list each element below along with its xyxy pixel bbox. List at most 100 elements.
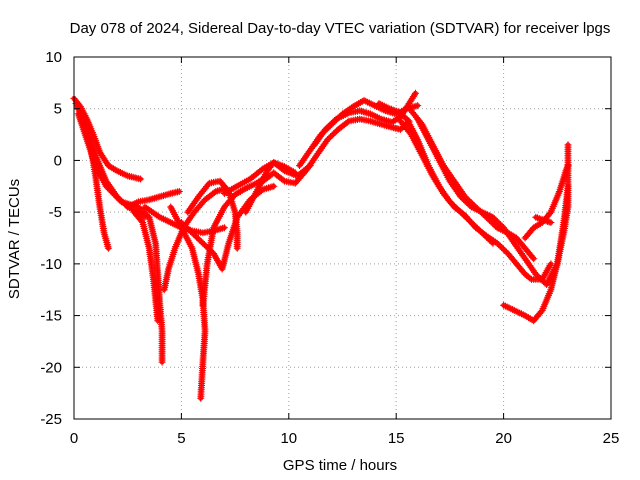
- data-point: [540, 278, 547, 286]
- data-point: [494, 218, 501, 226]
- data-point: [414, 102, 422, 110]
- data-point: [228, 185, 235, 193]
- data-point: [191, 232, 199, 240]
- data-point: [499, 245, 507, 253]
- x-tick-label: 20: [495, 430, 512, 447]
- data-point: [543, 281, 551, 288]
- data-point: [93, 165, 101, 173]
- data-point: [324, 122, 332, 130]
- data-point: [501, 247, 509, 255]
- data-point: [137, 175, 145, 183]
- data-point: [122, 171, 130, 179]
- data-point: [126, 202, 133, 210]
- data-point: [163, 217, 171, 225]
- data-point: [175, 188, 183, 195]
- data-point: [535, 215, 543, 223]
- data-point: [518, 310, 525, 318]
- data-point: [343, 110, 351, 118]
- data-point: [535, 273, 543, 281]
- data-point: [408, 133, 416, 140]
- data-point: [114, 195, 122, 203]
- data-point: [142, 210, 150, 218]
- x-tick-label: 15: [388, 430, 405, 447]
- data-point: [364, 98, 372, 106]
- data-point: [413, 142, 421, 150]
- data-point: [388, 105, 395, 113]
- data-point: [467, 203, 475, 211]
- data-point: [275, 161, 283, 169]
- y-tick-label: 10: [45, 49, 62, 66]
- data-point: [461, 197, 469, 205]
- data-point: [493, 239, 501, 247]
- data-point: [242, 208, 250, 216]
- data-point: [334, 114, 342, 122]
- x-axis-label: GPS time / hours: [283, 457, 397, 474]
- y-tick-label: -5: [49, 204, 62, 221]
- data-point: [361, 108, 369, 116]
- data-point: [282, 164, 290, 172]
- data-point: [290, 168, 297, 176]
- data-point: [197, 394, 205, 402]
- data-point: [469, 204, 477, 212]
- data-point: [489, 213, 497, 221]
- y-tick-label: 0: [54, 152, 62, 169]
- data-point: [328, 131, 336, 139]
- x-tick-label: 0: [70, 430, 78, 447]
- data-point: [242, 184, 250, 192]
- data-point: [136, 204, 144, 212]
- x-tick-label: 10: [280, 430, 297, 447]
- data-point: [105, 185, 113, 193]
- data-point: [325, 134, 333, 142]
- series-track-19: [397, 117, 555, 283]
- data-point: [187, 243, 195, 250]
- data-point: [161, 216, 169, 224]
- data-point: [538, 276, 546, 284]
- data-point: [263, 184, 271, 192]
- data-point: [205, 245, 213, 253]
- data-point: [214, 216, 221, 224]
- data-point: [423, 161, 431, 169]
- data-point: [124, 203, 132, 211]
- data-point: [444, 173, 452, 181]
- data-point: [501, 302, 509, 310]
- y-tick-label: -25: [40, 411, 62, 428]
- data-point: [489, 219, 497, 227]
- data-point: [233, 190, 241, 197]
- data-point: [510, 306, 518, 314]
- data-point: [532, 213, 540, 221]
- data-point: [286, 166, 294, 174]
- data-point: [141, 209, 149, 217]
- data-point: [326, 121, 334, 129]
- data-point: [490, 215, 498, 223]
- x-tick-label: 25: [603, 430, 620, 447]
- x-tick-label: 5: [177, 430, 185, 447]
- data-point: [324, 136, 331, 144]
- data-point: [279, 162, 287, 170]
- data-point: [371, 102, 379, 110]
- data-point: [492, 216, 500, 224]
- series-track-23: [521, 162, 572, 242]
- data-point: [406, 129, 414, 137]
- data-point: [539, 216, 547, 224]
- data-point: [389, 106, 397, 114]
- data-point: [460, 196, 468, 204]
- data-point: [475, 206, 482, 214]
- data-point: [562, 167, 570, 175]
- data-point: [563, 163, 571, 171]
- series-track-15: [259, 115, 413, 187]
- data-point: [177, 219, 185, 226]
- data-point: [184, 224, 191, 232]
- data-point: [362, 97, 370, 105]
- data-point: [478, 208, 486, 216]
- data-point: [328, 120, 335, 127]
- data-point: [182, 233, 190, 241]
- data-point: [485, 212, 493, 220]
- data-point: [368, 111, 376, 119]
- data-point: [187, 227, 195, 235]
- data-point: [207, 247, 215, 255]
- data-point: [330, 130, 338, 138]
- data-point: [482, 232, 490, 240]
- data-point: [355, 100, 363, 107]
- data-point: [384, 104, 392, 112]
- data-point: [202, 242, 210, 250]
